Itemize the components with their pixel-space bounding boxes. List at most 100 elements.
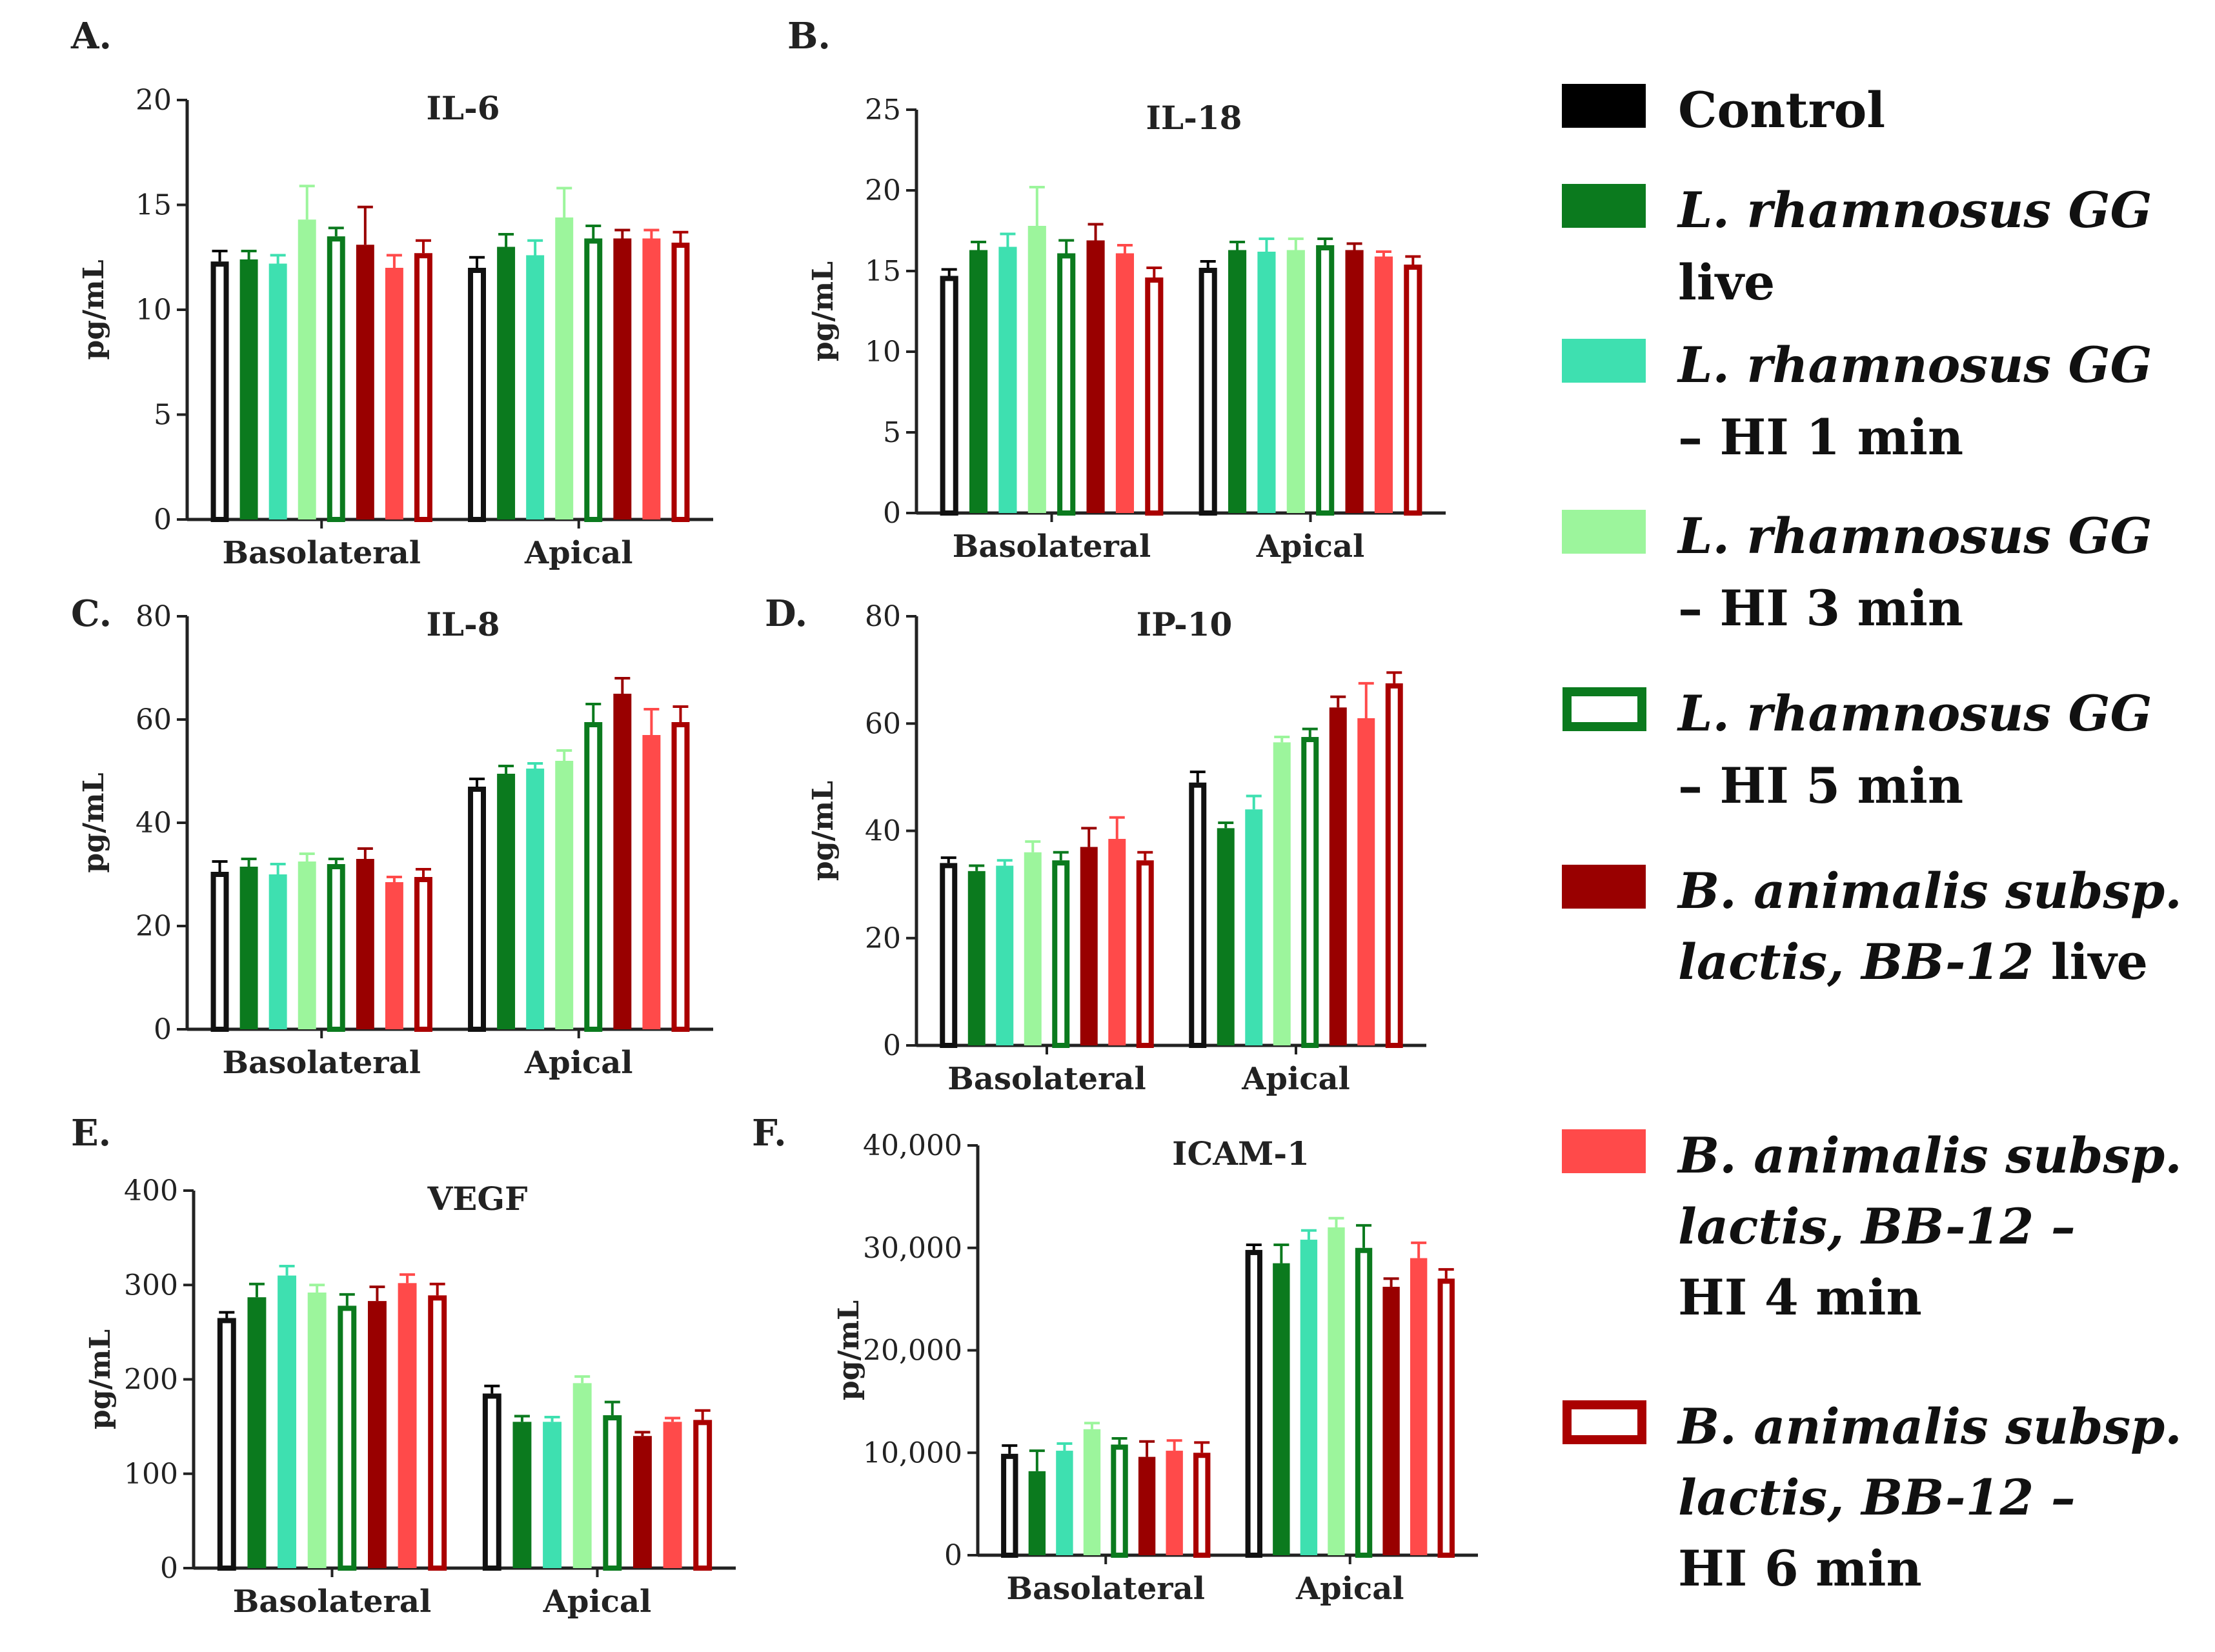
bar-lgg_hi3 — [572, 1383, 592, 1568]
bar-group-basolateral — [210, 185, 432, 522]
y-tick-label: 15 — [865, 255, 901, 288]
bar-bb_live — [613, 694, 632, 1029]
y-tick-label: 0 — [944, 1539, 962, 1572]
bar-lgg_hi5 — [338, 1305, 357, 1571]
bar-control — [1189, 782, 1207, 1048]
bar-bb_hi4 — [1357, 718, 1375, 1045]
bar-lgg_hi1 — [278, 1275, 297, 1568]
bar-bb_hi4 — [1166, 1451, 1183, 1555]
bar-bb_live — [1086, 240, 1105, 513]
bar-group-apical — [1189, 671, 1403, 1048]
legend-item-lgg_hi1: L. rhamnosus GG – HI 1 min — [1562, 336, 2152, 466]
bar-lgg_hi5 — [1316, 245, 1335, 516]
legend-label-part: live — [2034, 933, 2148, 991]
bar-bb_hi6 — [428, 1295, 447, 1571]
x-tick-label: Apical — [543, 1584, 652, 1620]
legend-label-part: B. animalis subsp. — [1677, 862, 2182, 920]
bar-lgg_hi5 — [584, 722, 603, 1032]
bar-lgg_live — [967, 871, 986, 1045]
x-tick-label: Basolateral — [947, 1061, 1146, 1097]
legend-label: Control — [1678, 81, 1885, 139]
bar-control — [1001, 1453, 1018, 1558]
y-tick-label: 20 — [136, 910, 172, 943]
y-tick-label: 200 — [124, 1364, 178, 1396]
bar-lgg_hi5 — [603, 1415, 622, 1571]
bar-lgg_live — [497, 774, 516, 1029]
y-tick-label: 0 — [883, 497, 901, 530]
bar-bb_live — [1138, 1456, 1156, 1555]
legend-label-part: L. rhamnosus GG — [1677, 181, 2152, 239]
legend-label-part: HI 4 min — [1678, 1269, 1922, 1326]
x-tick-label: Basolateral — [1007, 1571, 1205, 1607]
bar-lgg_live — [1273, 1263, 1290, 1555]
y-tick-label: 60 — [136, 703, 172, 736]
chart-title: IP-10 — [1137, 605, 1233, 643]
bar-lgg_hi5 — [1301, 737, 1319, 1048]
y-tick-label: 10 — [136, 294, 172, 327]
bar-lgg_live — [512, 1422, 532, 1568]
bar-bb_hi6 — [1404, 265, 1422, 516]
legend-label: lactis, BB-12 – — [1678, 1469, 2076, 1526]
legend-item-bb_live: B. animalis subsp. lactis, BB-12 live — [1562, 862, 2182, 991]
bar-bb_live — [356, 859, 374, 1029]
y-tick-label: 0 — [154, 1013, 172, 1046]
legend-swatch — [1563, 1400, 1646, 1444]
legend-label-part: lactis, BB-12 – — [1678, 1198, 2076, 1255]
bar-lgg_hi1 — [1056, 1451, 1073, 1555]
legend-label: L. rhamnosus GG — [1677, 181, 2152, 239]
y-axis-label: pg/mL — [77, 259, 110, 359]
legend-label: live — [1678, 254, 1775, 311]
bar-lgg_hi3 — [1273, 742, 1291, 1045]
bar-bb_hi4 — [1374, 256, 1393, 513]
bar-control — [482, 1393, 501, 1571]
legend-label: – HI 3 min — [1678, 579, 1963, 637]
legend-item-lgg_hi3: L. rhamnosus GG – HI 3 min — [1562, 507, 2152, 637]
legend-item-bb_hi4: B. animalis subsp. lactis, BB-12 – HI 4 mi… — [1562, 1127, 2182, 1326]
bar-bb_hi4 — [1410, 1258, 1428, 1555]
bar-group-basolateral — [940, 816, 1154, 1048]
legend-label-part: B. animalis subsp. — [1677, 1398, 2182, 1455]
bar-lgg_hi3 — [555, 761, 574, 1029]
bar-bb_hi4 — [1115, 253, 1135, 513]
bar-lgg_hi3 — [1083, 1429, 1101, 1555]
legend-item-lgg_live: L. rhamnosus GG live — [1562, 181, 2152, 311]
y-tick-label: 40 — [136, 807, 172, 840]
bar-bb_hi4 — [385, 268, 403, 519]
x-tick-label: Apical — [1241, 1061, 1350, 1097]
bar-bb_hi6 — [671, 243, 690, 522]
bar-lgg_hi3 — [307, 1292, 327, 1568]
y-tick-label: 20 — [865, 922, 901, 955]
bar-lgg_hi1 — [1300, 1240, 1318, 1555]
bar-lgg_hi5 — [327, 864, 345, 1032]
bar-bb_live — [1080, 847, 1098, 1045]
y-tick-label: 400 — [124, 1174, 178, 1207]
bar-bb_hi6 — [414, 877, 432, 1032]
bar-lgg_hi3 — [555, 217, 574, 519]
legend-swatch — [1563, 687, 1646, 731]
panel-ip-10: D. IP-10 0 20 40 60 80 pg/mL Basolateral Apical — [765, 592, 1426, 1097]
bar-group-apical — [468, 186, 690, 522]
chart-title: IL-18 — [1146, 99, 1242, 137]
bar-lgg_hi1 — [268, 874, 287, 1029]
bar-control — [217, 1318, 236, 1571]
bar-lgg_hi1 — [268, 263, 287, 519]
legend-label-part: HI 6 min — [1678, 1540, 1922, 1597]
panel-letter: B. — [787, 15, 831, 57]
bar-lgg_hi1 — [526, 255, 545, 519]
bar-bb_hi6 — [1385, 683, 1403, 1048]
legend-label: B. animalis subsp. — [1677, 862, 2182, 920]
x-tick-label: Apical — [1256, 529, 1365, 565]
panel-letter: D. — [765, 592, 807, 635]
legend-label-part: – HI 1 min — [1678, 408, 1963, 466]
bar-control — [210, 872, 229, 1032]
bar-lgg_hi3 — [1027, 226, 1046, 513]
chart-title: ICAM-1 — [1172, 1134, 1310, 1173]
panel-letter: C. — [71, 592, 112, 635]
chart-title: IL-6 — [426, 89, 500, 127]
y-tick-label: 20,000 — [863, 1335, 962, 1367]
panel-il-6: A. IL-6 0 5 10 15 20 pg/mL Basolateral Apical — [70, 15, 713, 571]
x-tick-label: Basolateral — [223, 1045, 421, 1081]
bar-lgg_hi3 — [1328, 1227, 1345, 1555]
bar-control — [210, 261, 229, 522]
